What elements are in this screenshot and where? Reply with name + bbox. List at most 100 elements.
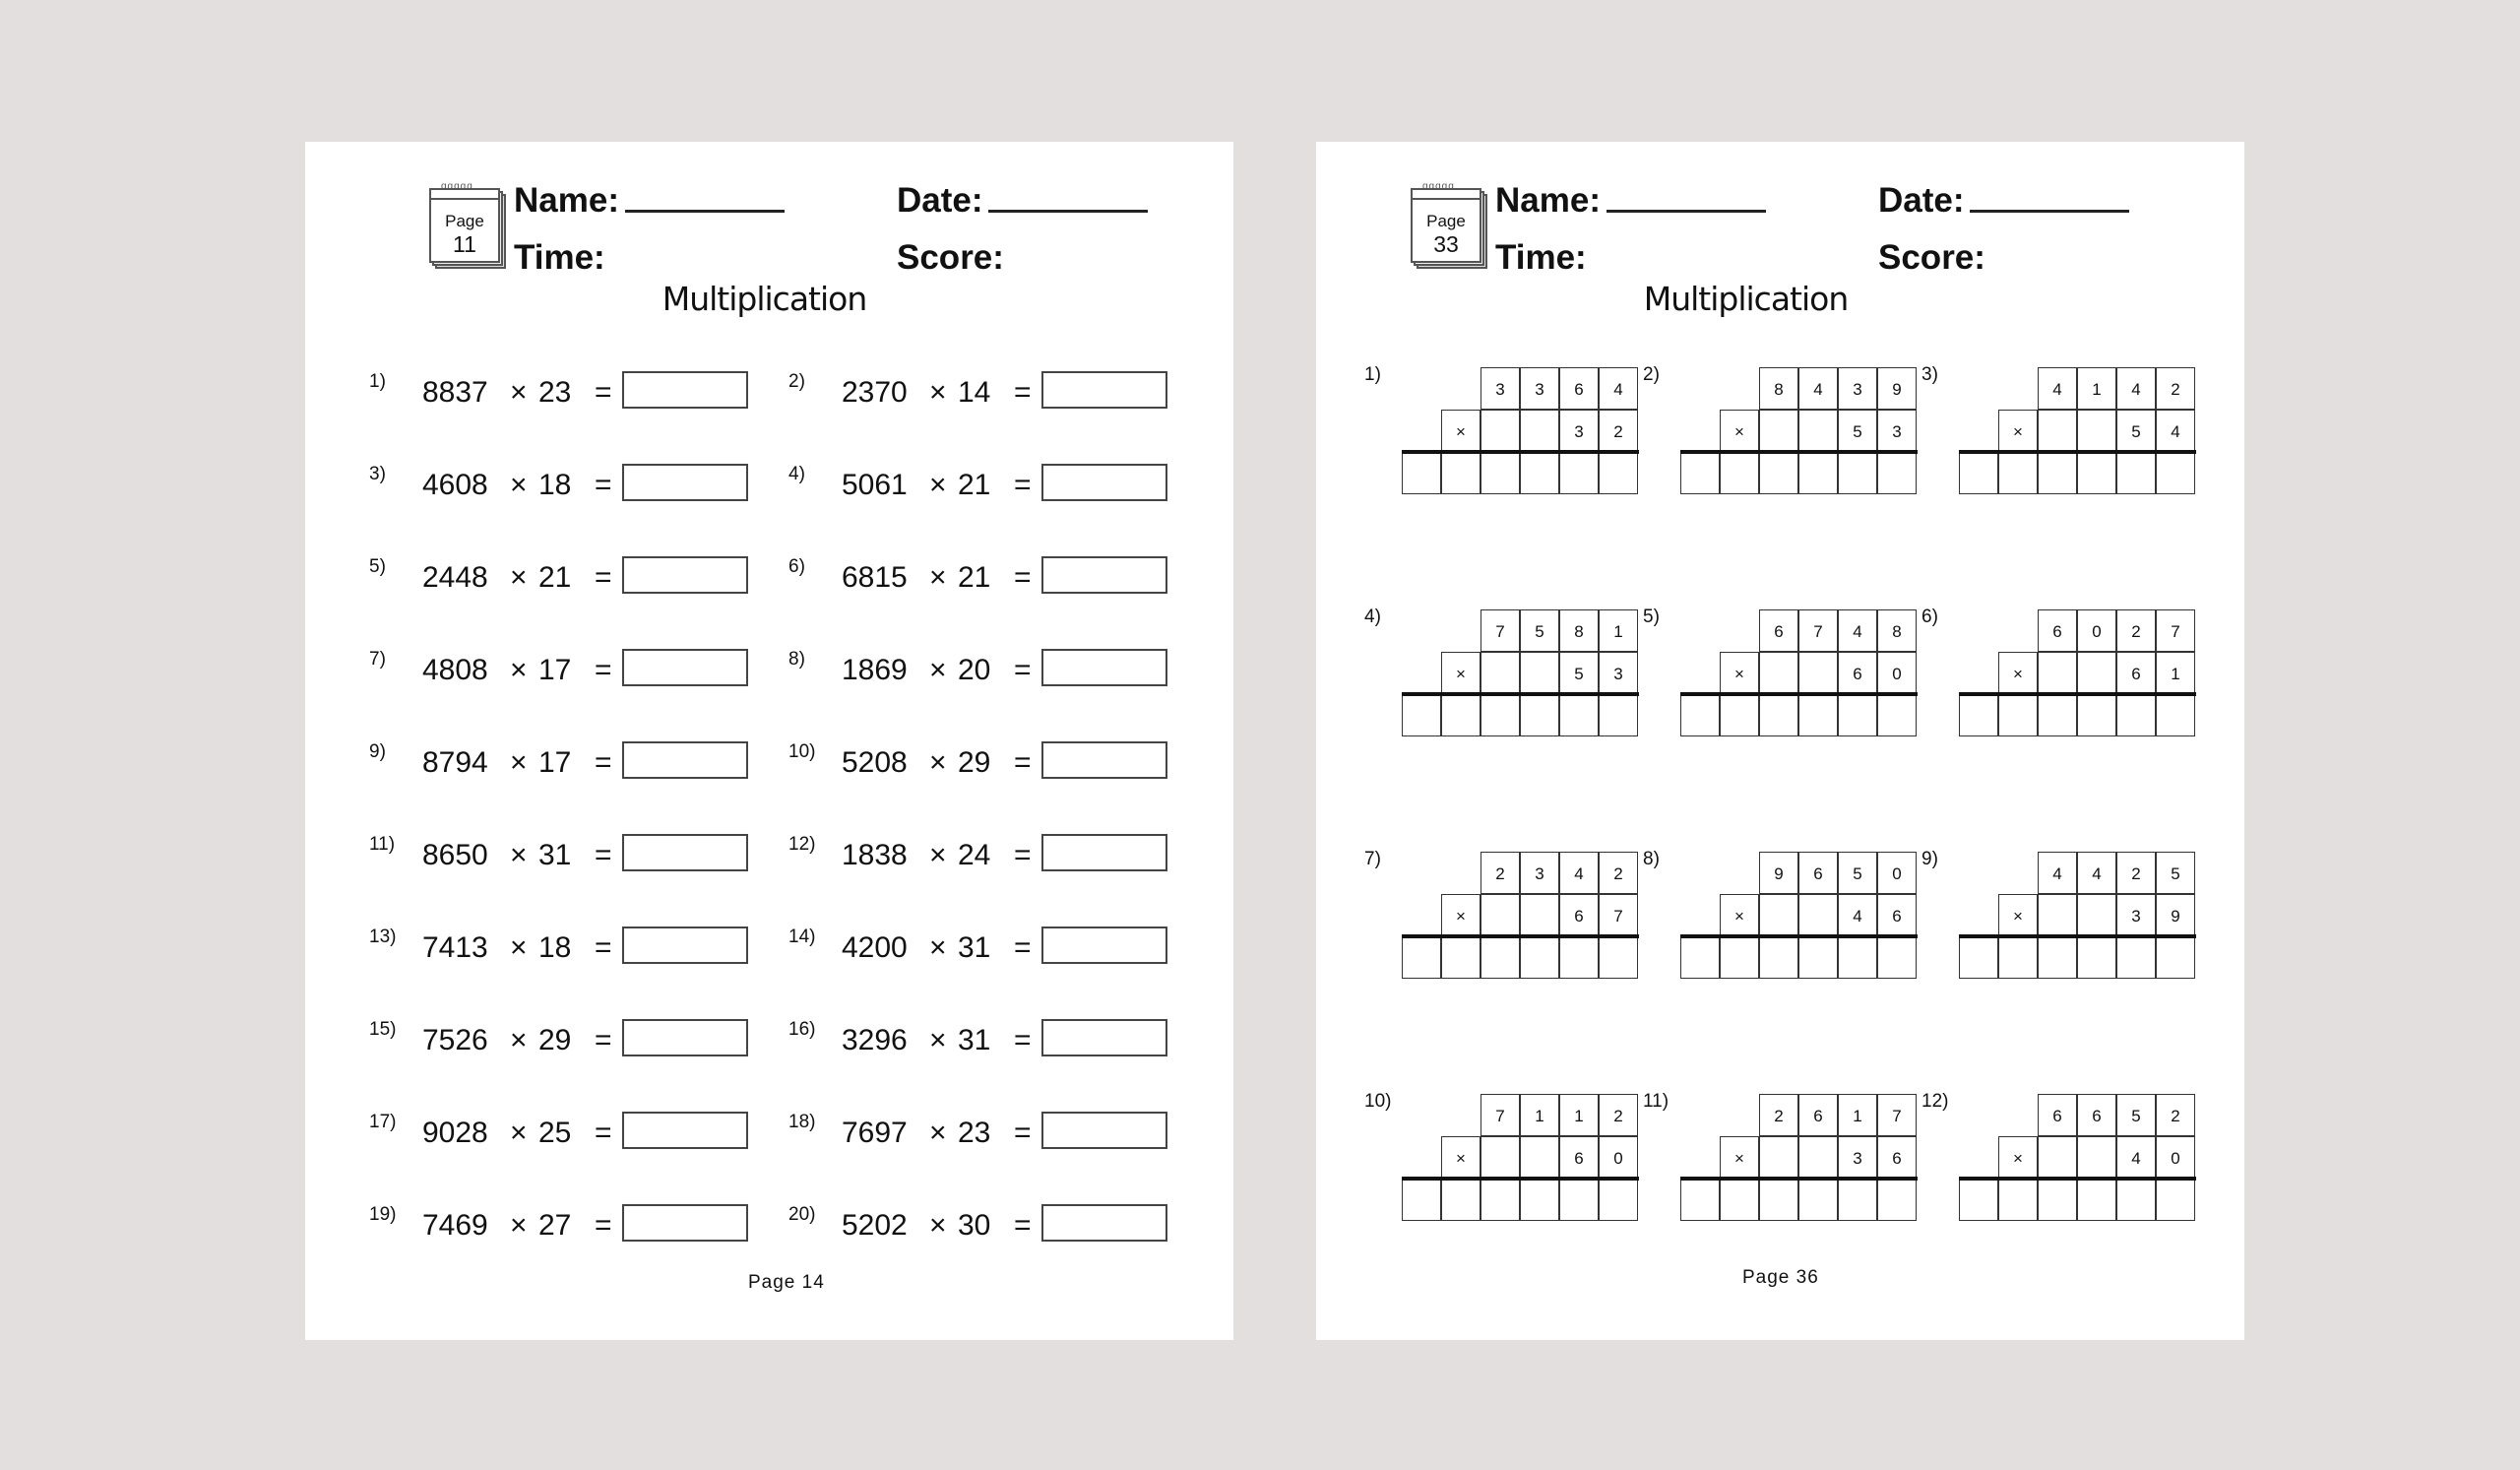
answer-cell[interactable] [1441, 1179, 1480, 1221]
answer-cell[interactable] [1798, 936, 1838, 979]
answer-cell[interactable] [1838, 936, 1877, 979]
answer-cell[interactable] [1599, 1179, 1638, 1221]
answer-box[interactable] [1041, 1204, 1167, 1242]
answer-cell[interactable] [1599, 452, 1638, 494]
answer-cell[interactable] [2116, 936, 2156, 979]
answer-cell[interactable] [1838, 452, 1877, 494]
answer-cell[interactable] [1759, 936, 1798, 979]
answer-cell[interactable] [1441, 936, 1480, 979]
answer-cell[interactable] [1402, 936, 1441, 979]
answer-box[interactable] [1041, 649, 1167, 686]
answer-cell[interactable] [1998, 452, 2038, 494]
multiplicand-digit: 4 [2077, 852, 2116, 894]
answer-box[interactable] [622, 927, 748, 964]
answer-box[interactable] [622, 649, 748, 686]
answer-cell[interactable] [1838, 1179, 1877, 1221]
answer-box[interactable] [1041, 1019, 1167, 1056]
answer-cell[interactable] [1520, 452, 1559, 494]
name-line[interactable] [625, 210, 785, 213]
answer-cell[interactable] [1877, 1179, 1917, 1221]
answer-box[interactable] [622, 1112, 748, 1149]
answer-cell[interactable] [1877, 452, 1917, 494]
times-sign: × [1998, 652, 2038, 694]
answer-cell[interactable] [1998, 694, 2038, 736]
date-line[interactable] [1970, 210, 2129, 213]
answer-cell[interactable] [1798, 1179, 1838, 1221]
answer-cell[interactable] [1520, 694, 1559, 736]
answer-cell[interactable] [2038, 452, 2077, 494]
answer-cell[interactable] [2116, 452, 2156, 494]
answer-cell[interactable] [1520, 1179, 1559, 1221]
answer-cell[interactable] [2038, 1179, 2077, 1221]
answer-cell[interactable] [2077, 694, 2116, 736]
answer-cell[interactable] [2156, 452, 2195, 494]
answer-cell[interactable] [1441, 694, 1480, 736]
answer-cell[interactable] [1402, 694, 1441, 736]
answer-cell[interactable] [1720, 694, 1759, 736]
answer-cell[interactable] [2156, 694, 2195, 736]
answer-cell[interactable] [1559, 936, 1599, 979]
answer-cell[interactable] [1480, 452, 1520, 494]
answer-cell[interactable] [1759, 694, 1798, 736]
answer-cell[interactable] [1998, 1179, 2038, 1221]
answer-box[interactable] [1041, 1112, 1167, 1149]
answer-box[interactable] [622, 741, 748, 779]
answer-cell[interactable] [1520, 936, 1559, 979]
answer-cell[interactable] [1959, 1179, 1998, 1221]
answer-cell[interactable] [1680, 452, 1720, 494]
name-line[interactable] [1606, 210, 1766, 213]
answer-box[interactable] [622, 1204, 748, 1242]
answer-cell[interactable] [1559, 1179, 1599, 1221]
answer-cell[interactable] [1680, 694, 1720, 736]
answer-cell[interactable] [1599, 694, 1638, 736]
answer-cell[interactable] [1838, 694, 1877, 736]
answer-cell[interactable] [1402, 1179, 1441, 1221]
answer-cell[interactable] [1441, 452, 1480, 494]
answer-cell[interactable] [2156, 936, 2195, 979]
date-line[interactable] [988, 210, 1148, 213]
answer-box[interactable] [622, 556, 748, 594]
answer-cell[interactable] [1599, 936, 1638, 979]
answer-box[interactable] [1041, 464, 1167, 501]
answer-cell[interactable] [1798, 694, 1838, 736]
answer-box[interactable] [622, 464, 748, 501]
answer-box[interactable] [1041, 927, 1167, 964]
answer-cell[interactable] [1402, 452, 1441, 494]
answer-cell[interactable] [1480, 1179, 1520, 1221]
answer-cell[interactable] [1759, 1179, 1798, 1221]
answer-cell[interactable] [1680, 1179, 1720, 1221]
answer-cell[interactable] [1759, 452, 1798, 494]
answer-cell[interactable] [2077, 936, 2116, 979]
answer-cell[interactable] [1998, 936, 2038, 979]
answer-cell[interactable] [1720, 936, 1759, 979]
answer-cell[interactable] [1480, 694, 1520, 736]
answer-cell[interactable] [1959, 452, 1998, 494]
answer-cell[interactable] [1720, 1179, 1759, 1221]
answer-cell[interactable] [1680, 936, 1720, 979]
answer-cell[interactable] [2077, 452, 2116, 494]
answer-box[interactable] [622, 1019, 748, 1056]
answer-cell[interactable] [1877, 694, 1917, 736]
answer-box[interactable] [1041, 371, 1167, 409]
answer-cell[interactable] [2038, 694, 2077, 736]
answer-cell[interactable] [2077, 1179, 2116, 1221]
answer-cell[interactable] [2038, 936, 2077, 979]
answer-cell[interactable] [1720, 452, 1759, 494]
answer-box[interactable] [622, 371, 748, 409]
answer-box[interactable] [1041, 834, 1167, 871]
answer-cell[interactable] [2116, 694, 2156, 736]
answer-cell[interactable] [1559, 694, 1599, 736]
answer-cell[interactable] [1959, 936, 1998, 979]
answer-line [1959, 450, 2196, 454]
answer-cell[interactable] [1480, 936, 1520, 979]
answer-cell[interactable] [1559, 452, 1599, 494]
answer-cell[interactable] [2156, 1179, 2195, 1221]
multiplier-digit [2038, 410, 2077, 452]
answer-cell[interactable] [1959, 694, 1998, 736]
answer-cell[interactable] [2116, 1179, 2156, 1221]
answer-cell[interactable] [1877, 936, 1917, 979]
answer-box[interactable] [622, 834, 748, 871]
answer-cell[interactable] [1798, 452, 1838, 494]
answer-box[interactable] [1041, 741, 1167, 779]
answer-box[interactable] [1041, 556, 1167, 594]
